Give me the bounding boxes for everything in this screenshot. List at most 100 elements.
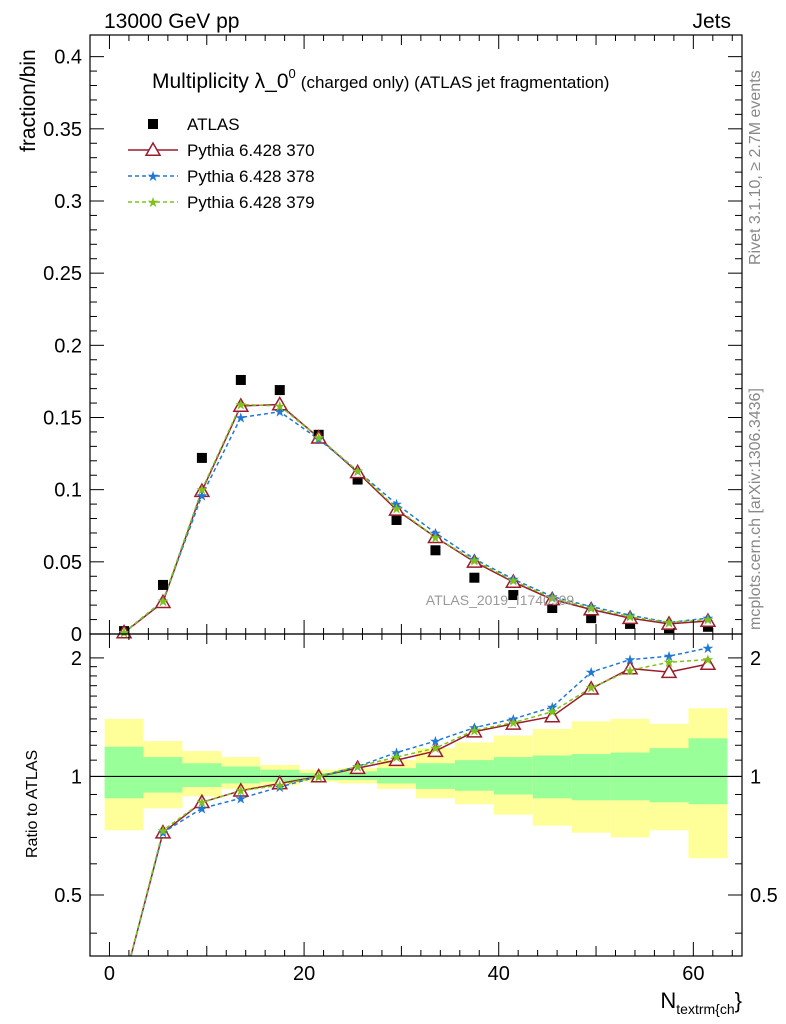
data-point [582, 600, 600, 616]
data-point: ★ [273, 405, 286, 421]
data-point [388, 501, 405, 516]
legend-label: Pythia 6.428 379 [187, 193, 315, 212]
data-point: ★ [546, 591, 559, 607]
ratio-y-tick-label: 1 [71, 766, 82, 788]
data-point: ★ [235, 398, 248, 414]
plot-title-superscript: 0 [289, 66, 296, 81]
ratio-data-point: ★ [196, 795, 209, 811]
ratio-plot-panel: ★★★★★★★★★★★★★ ★★★★★ ★★★★★★ ★★★★★ ★ 0.5 0.5 1 1 2… [24, 633, 778, 1017]
data-point: ★ [390, 501, 403, 517]
data-point: ★ [585, 601, 598, 617]
data-point: ★ [507, 574, 520, 590]
y-tick-label: 0.2 [54, 335, 82, 357]
ratio-data-point: ★ [312, 769, 325, 785]
ratio-data-point: ★ [235, 791, 248, 807]
ratio-data-point: ★ [351, 759, 364, 775]
uncertainty-band-inner [182, 763, 222, 788]
legend-item: ATLAS [148, 115, 240, 134]
data-point: ★ [157, 594, 170, 610]
x-tick-label: 40 [488, 963, 510, 985]
ratio-data-point [271, 774, 289, 790]
legend: ATLAS Pythia 6.428 370 ★ Pythia 6.428 378 ★ P… [128, 115, 315, 212]
data-point [274, 385, 285, 396]
ratio-uncertainty-bands [104, 708, 728, 859]
data-point [349, 463, 366, 479]
data-point: ★ [702, 613, 715, 629]
ratio-data-point: ★ [546, 705, 559, 721]
data-point [586, 613, 597, 624]
ratio-data-point [466, 723, 483, 738]
x-tick-label: 60 [682, 963, 704, 985]
ratio-data-point [427, 742, 444, 758]
data-point [154, 593, 172, 609]
ratio-data-point [543, 707, 561, 723]
y-tick-label: 0 [71, 624, 82, 646]
data-point [235, 374, 246, 385]
uncertainty-band-inner [143, 757, 183, 793]
legend-item: Pythia 6.428 370 [128, 141, 315, 160]
ratio-data-point: ★ [273, 780, 286, 796]
uncertainty-band-inner [688, 738, 728, 805]
data-point [310, 429, 327, 444]
ratio-data-point: ★ [507, 716, 520, 732]
data-point: ★ [196, 483, 209, 499]
data-point [508, 590, 519, 601]
data-point [699, 612, 717, 628]
uncertainty-band-inner [377, 768, 416, 784]
ratio-data-point: ★ [702, 653, 715, 669]
x-axis-label-main: N [660, 988, 676, 1013]
data-point [196, 452, 207, 463]
data-point [115, 624, 133, 639]
data-point [621, 609, 639, 625]
legend-item: ★ Pythia 6.428 378 [128, 167, 315, 186]
ratio-data-point [660, 663, 678, 679]
header-left: 13000 GeV pp [104, 10, 239, 33]
ratio-data-point: ★ [624, 663, 637, 679]
ratio-data-point: ★ [235, 784, 248, 800]
ratio-x-axis: 0 20 40 60 [89, 634, 733, 985]
uncertainty-band-inner [454, 760, 494, 791]
main-x-ticks [89, 35, 733, 634]
data-point: ★ [585, 600, 598, 616]
legend-marker: ★ [147, 195, 160, 211]
main-plot-panel: ★★★★ ★★★★★★★★★★ ★ ★★★★★ ★★★★★★★★★★ ★ ★ 00.050.… [17, 34, 743, 646]
ratio-data-point: ★ [585, 681, 598, 697]
data-point: ★ [546, 589, 559, 605]
data-point: ★ [468, 552, 481, 568]
y-tick-label: 0.3 [54, 191, 82, 213]
data-point: ★ [390, 497, 403, 513]
data-point [157, 579, 168, 590]
ratio-data-point: ★ [663, 649, 676, 665]
ratio-y-tick-label: 0.5 [54, 885, 82, 907]
ratio-data-point [232, 782, 250, 797]
data-point [505, 573, 522, 589]
ratio-data-point: ★ [429, 734, 442, 750]
uncertainty-band-inner [338, 771, 378, 780]
ratio-y-tick-label-right: 2 [750, 648, 761, 670]
series-line [123, 410, 709, 634]
ratio-data-point: ★ [273, 778, 286, 794]
ratio-data-point: ★ [429, 741, 442, 757]
legend-item: ★ Pythia 6.428 379 [128, 193, 315, 212]
ratio-data-point: ★ [663, 655, 676, 671]
ratio-data-point: ★ [390, 750, 403, 766]
uncertainty-band-inner [493, 757, 533, 795]
series-2 [123, 410, 709, 634]
ratio-data-point [582, 680, 600, 695]
data-point: ★ [351, 464, 364, 480]
ratio-data-layer: ★★★★★★★★★★★★★ ★★★★★ ★★★★★★ ★★★★★ ★ [130, 641, 717, 956]
ratio-data-point: ★ [585, 665, 598, 681]
legend-marker [144, 141, 162, 156]
data-point: ★ [429, 526, 442, 542]
ratio-data-point [310, 767, 327, 783]
ratio-y-tick-label-right: 1 [750, 766, 761, 788]
data-point: ★ [507, 572, 520, 588]
legend-label: ATLAS [187, 115, 240, 134]
header-right: Jets [692, 10, 731, 33]
ratio-data-point [388, 751, 405, 767]
uncertainty-band-inner [649, 748, 689, 803]
series-markers-0 [119, 374, 713, 637]
series-markers-1 [115, 395, 717, 639]
data-point [391, 514, 402, 525]
ratio-data-point [621, 659, 639, 675]
